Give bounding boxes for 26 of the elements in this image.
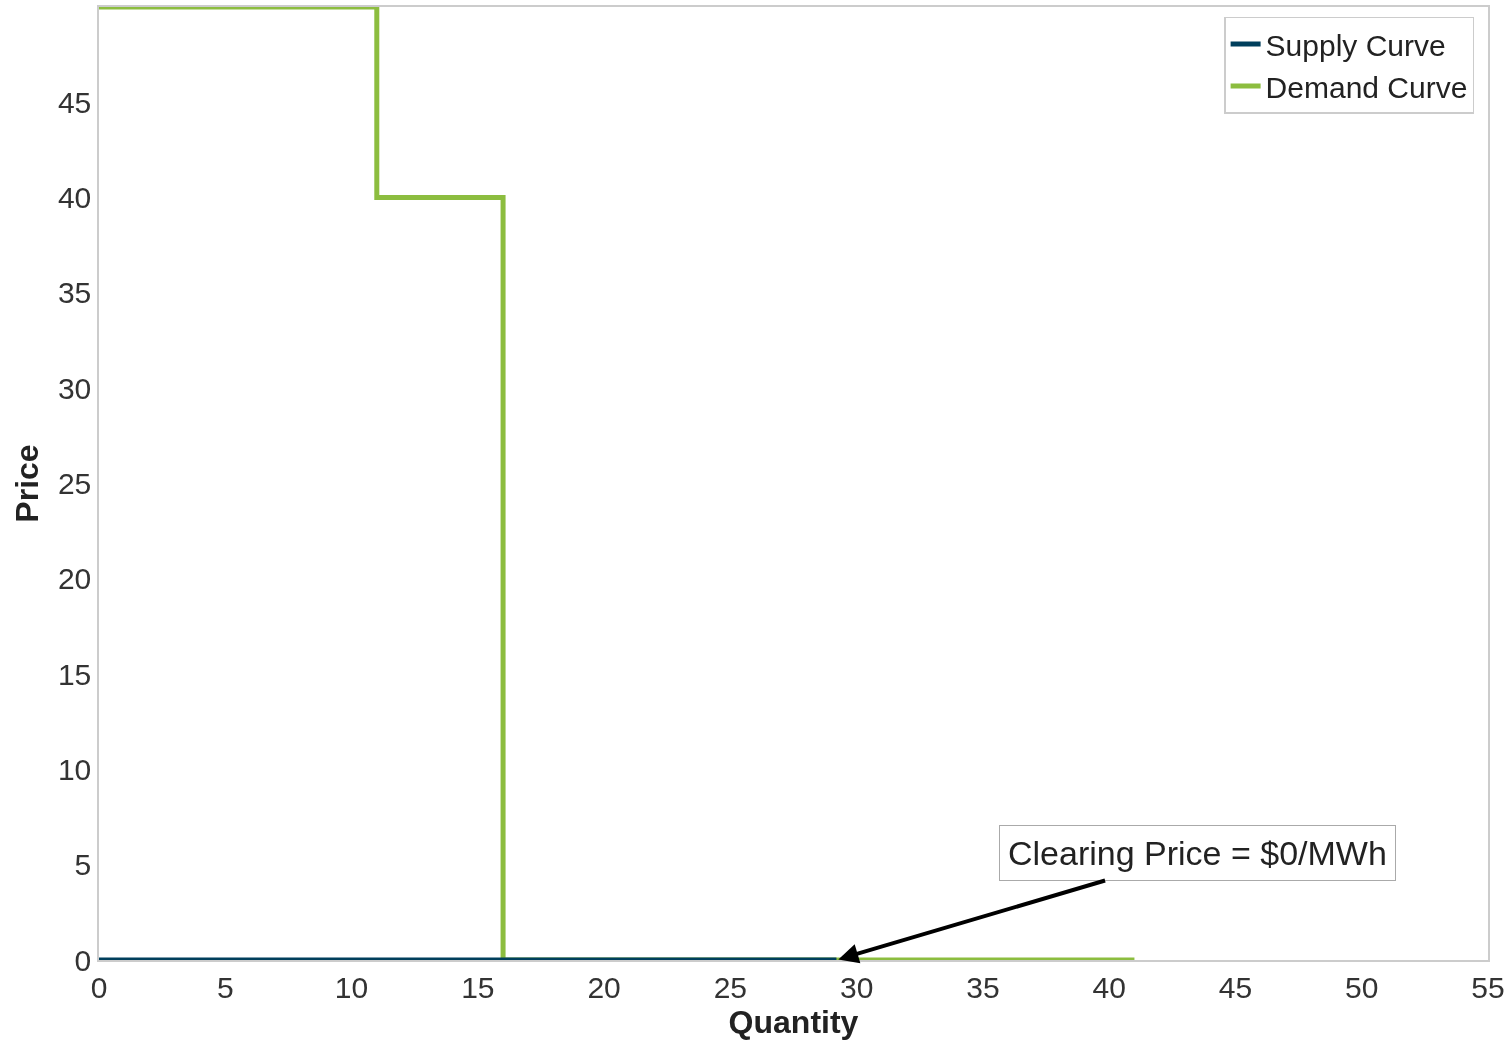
y-axis-title: Price: [8, 444, 45, 523]
y-tick-label: 0: [74, 943, 92, 977]
x-tick-label: 40: [1092, 970, 1126, 1004]
x-tick-label: 15: [461, 970, 495, 1004]
legend-label: Supply Curve: [1265, 28, 1446, 62]
x-axis-title: Quantity: [728, 1003, 859, 1040]
y-tick-label: 40: [57, 181, 92, 215]
y-tick-label: 20: [57, 562, 92, 596]
annotation: Clearing Price = $0/MWh: [1008, 834, 1387, 872]
x-tick-label: 5: [216, 970, 234, 1004]
y-tick-label: 30: [57, 371, 92, 405]
y-tick-label: 25: [57, 467, 92, 500]
x-tick-label: 25: [713, 970, 748, 1004]
x-tick-label: 30: [839, 970, 874, 1004]
x-tick-label: 50: [1345, 970, 1379, 1004]
x-tick-label: 20: [587, 970, 621, 1004]
x-tick-label: 35: [966, 970, 1000, 1004]
x-tick-label: 10: [334, 970, 369, 1004]
legend-label: Demand Curve: [1265, 70, 1468, 104]
y-tick-label: 45: [57, 85, 92, 119]
y-tick-label: 15: [57, 657, 92, 691]
x-tick-label: 55: [1471, 970, 1505, 1004]
x-tick-label: 45: [1218, 970, 1253, 1004]
y-tick-label: 5: [74, 848, 92, 882]
y-tick-label: 10: [57, 752, 92, 786]
y-tick-label: 35: [57, 276, 92, 310]
